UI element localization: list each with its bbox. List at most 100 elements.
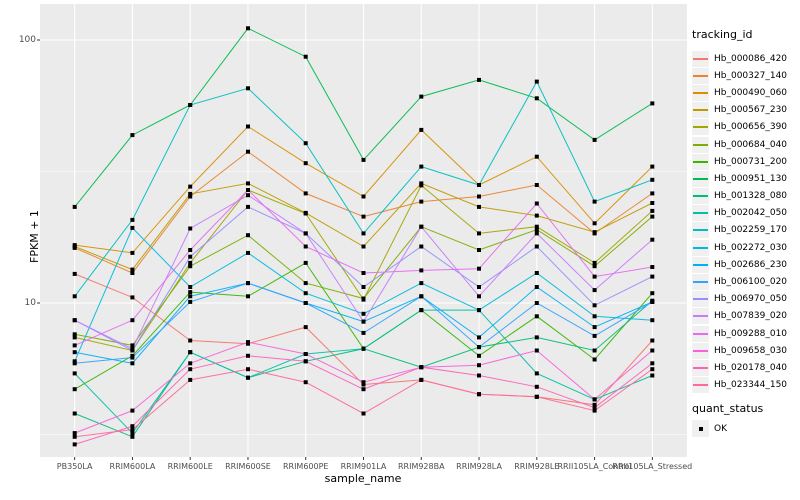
legend-item-Hb_009658_030: Hb_009658_030	[692, 342, 787, 359]
legend-key	[692, 136, 709, 153]
data-point	[72, 431, 77, 436]
data-point	[361, 330, 366, 335]
legend-item-Hb_006970_050: Hb_006970_050	[692, 291, 787, 308]
data-point	[303, 231, 308, 236]
data-point	[361, 296, 366, 301]
data-point	[130, 295, 135, 300]
data-point	[130, 424, 135, 429]
data-point	[246, 367, 250, 372]
legend-item-label: Hb_000951_130	[714, 173, 788, 184]
data-point	[188, 226, 193, 231]
data-point	[650, 191, 655, 196]
legend-item-label: Hb_009288_010	[714, 328, 788, 339]
data-point	[72, 371, 77, 376]
data-point	[650, 208, 655, 213]
data-point	[361, 346, 366, 351]
data-point	[419, 365, 424, 370]
data-point	[650, 318, 655, 323]
data-point	[130, 343, 135, 348]
data-point	[188, 184, 193, 189]
data-point	[246, 250, 250, 255]
data-point	[534, 183, 539, 187]
legend-items: Hb_000086_420 Hb_000327_140 Hb_000490_060 H…	[692, 50, 787, 394]
data-point	[477, 308, 481, 313]
data-point	[72, 294, 77, 299]
data-point	[534, 79, 539, 84]
x-tick-label-PB350LA: PB350LA	[56, 462, 93, 471]
data-point	[477, 183, 481, 187]
legend-color-line-icon	[693, 246, 708, 249]
data-point	[477, 363, 481, 368]
legend-item-Hb_000327_140: Hb_000327_140	[692, 67, 787, 84]
legend-item-label: Hb_001328_080	[714, 191, 788, 202]
data-point	[534, 231, 539, 236]
data-point	[419, 127, 424, 132]
data-point	[650, 348, 655, 353]
legend-color-line-icon	[693, 298, 708, 301]
data-point	[650, 237, 655, 242]
data-point	[188, 361, 193, 366]
legend-item-Hb_002042_050: Hb_002042_050	[692, 205, 787, 222]
legend-color-line-icon	[693, 177, 708, 180]
legend-item-Hb_002259_170: Hb_002259_170	[692, 222, 787, 239]
data-point	[534, 224, 539, 229]
data-point	[188, 290, 193, 295]
legend-item-label: Hb_007839_020	[714, 311, 788, 322]
legend-color-line-icon	[693, 212, 708, 215]
legend-color-line-icon	[693, 57, 708, 60]
data-point	[650, 373, 655, 378]
data-point	[534, 335, 539, 340]
data-point	[477, 266, 481, 271]
legend-item-label: Hb_002272_030	[714, 242, 788, 253]
data-point	[188, 191, 193, 196]
legend-color-line-icon	[693, 74, 708, 77]
data-point	[72, 335, 77, 340]
legend-key	[692, 377, 709, 394]
data-point	[72, 434, 77, 439]
data-point	[534, 314, 539, 319]
data-point	[72, 204, 77, 209]
data-point	[477, 353, 481, 358]
data-point	[534, 213, 539, 218]
legend-color-line-icon	[693, 263, 708, 266]
data-point	[188, 285, 193, 289]
data-point	[592, 199, 597, 204]
legend-key	[692, 170, 709, 187]
legend-key	[692, 50, 709, 67]
data-point	[246, 281, 250, 286]
x-tick-label-RRIM928LA: RRIM928LA	[456, 462, 502, 471]
data-point	[188, 299, 193, 304]
data-point	[419, 377, 424, 382]
data-point	[361, 231, 366, 236]
legend-item-label: Hb_020178_040	[714, 362, 788, 373]
data-point	[477, 231, 481, 236]
data-point	[361, 244, 366, 249]
data-point	[246, 353, 250, 358]
data-point	[72, 318, 77, 323]
legend-key	[692, 274, 709, 291]
data-point	[246, 26, 250, 31]
legend-item-Hb_006100_020: Hb_006100_020	[692, 273, 787, 291]
legend-color-line-icon	[693, 91, 708, 94]
data-point	[534, 394, 539, 399]
data-point	[303, 291, 308, 296]
data-point	[303, 281, 308, 286]
legend-color-line-icon	[693, 281, 708, 284]
data-point	[592, 288, 597, 293]
data-point	[419, 183, 424, 188]
data-point	[361, 194, 366, 199]
data-point	[303, 244, 308, 249]
data-point	[72, 244, 77, 249]
data-point	[534, 227, 539, 232]
x-tick-label-RRIM901LA: RRIM901LA	[340, 462, 387, 471]
data-point	[72, 442, 77, 447]
data-point	[419, 164, 424, 169]
legend-color-line-icon	[693, 315, 708, 318]
data-point	[592, 137, 597, 142]
data-point	[477, 194, 481, 199]
legend-item-Hb_000731_200: Hb_000731_200	[692, 153, 787, 170]
y-tick-label-10: 10	[24, 298, 36, 308]
data-point	[130, 271, 135, 275]
data-point	[188, 194, 193, 199]
